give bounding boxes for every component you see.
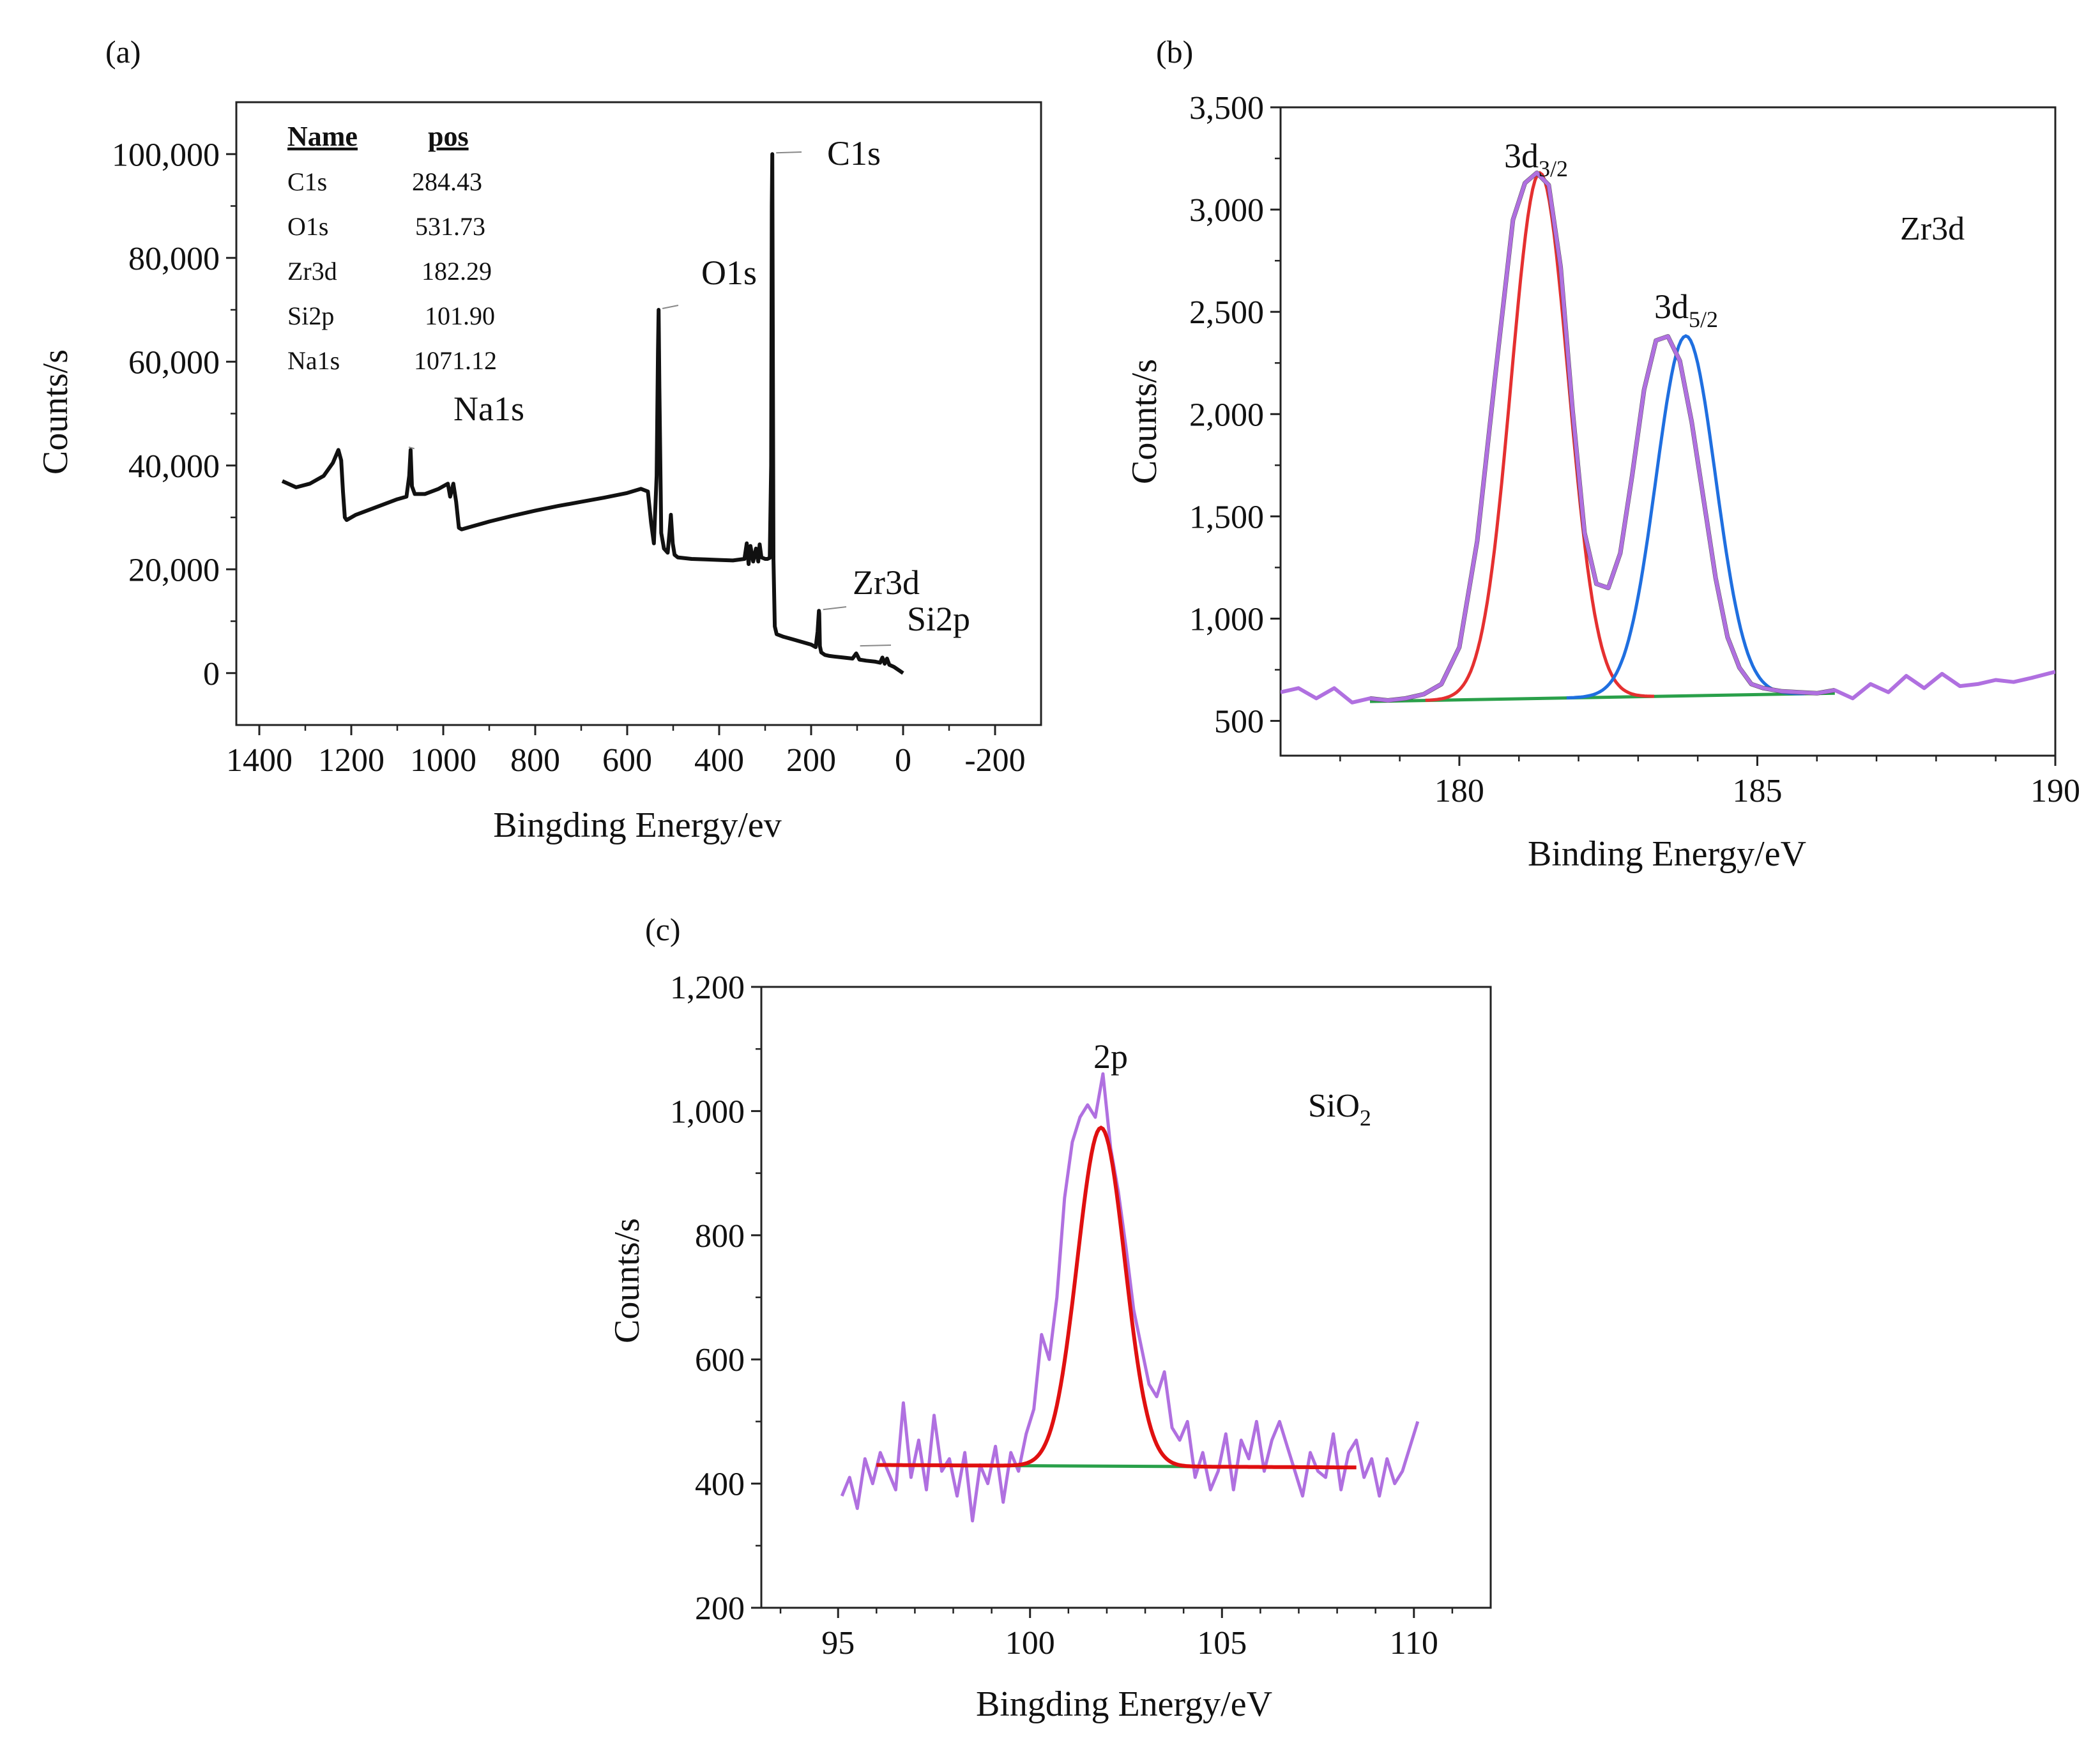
panel-a-y-tick-label: 40,000 [128, 448, 220, 485]
table-row-pos: 531.73 [415, 212, 485, 241]
panel-b-y-axis-title: Counts/s [1125, 359, 1164, 484]
panel-c-x-axis-title: Bingding Energy/eV [976, 1684, 1272, 1724]
peak-annotation-label: C1s [827, 134, 881, 172]
panel-a-x-tick-label: 600 [602, 742, 652, 779]
panel-c-inset-label: SiO2 [1308, 1088, 1371, 1131]
peak-label-subscript: 5/2 [1689, 307, 1718, 332]
panel-a-label: (a) [105, 34, 141, 70]
panel-a-y-tick-label: 60,000 [128, 344, 220, 381]
peak-annotation-label: Zr3d [853, 563, 920, 602]
fit-peak-2p-line [876, 1126, 1357, 1470]
peak-label: 2p [1093, 1037, 1128, 1076]
peak-annotation-leader [860, 645, 892, 647]
peak-annotation-leader [662, 305, 679, 309]
panel-b-y-tick-label: 2,000 [1189, 397, 1264, 433]
panel-c-y-tick-label: 200 [695, 1591, 745, 1627]
fit-peak-3d5-2-line [1566, 334, 1806, 699]
panel-b-y-tick-label: 2,500 [1189, 294, 1264, 331]
panel-a-x-axis-title: Bingding Energy/ev [493, 805, 782, 845]
table-row-pos: 182.29 [422, 257, 492, 286]
panel-b-y-tick-label: 3,500 [1189, 90, 1264, 126]
panel-c-plot-frame [760, 986, 1492, 1609]
panel-a-x-tick-label: 1200 [318, 742, 384, 779]
peak-annotation-leader [776, 151, 802, 154]
table-row-pos: 1071.12 [414, 346, 497, 375]
table-header-pos: pos [428, 121, 469, 152]
peak-annotation-leader [823, 606, 847, 611]
peak-annotation-label: O1s [701, 254, 757, 292]
panel-b-zr3d-spectrum: (b) Binding Energy/eV Counts/s Zr3d 180 1… [1125, 34, 2080, 874]
panel-c-x-tick-label: 105 [1197, 1625, 1247, 1661]
table-row-pos: 101.90 [425, 301, 495, 330]
panel-b-y-tick-label: 500 [1214, 704, 1264, 740]
panel-c-y-tick-label: 400 [695, 1467, 745, 1503]
panel-b-inset-label: Zr3d [1900, 211, 1965, 247]
peak-label: 3d5/2 [1654, 287, 1718, 332]
panel-a-y-tick-label: 0 [203, 656, 220, 692]
inset-label-main: SiO [1308, 1088, 1360, 1124]
panel-b-label: (b) [1156, 34, 1193, 70]
panel-c-y-tick-label: 1,200 [670, 970, 745, 1006]
panel-b-y-tick-label: 1,000 [1189, 601, 1264, 637]
peak-label-subscript: 3/2 [1539, 156, 1568, 181]
spectrum-line [1281, 171, 2055, 705]
table-row-pos: 284.43 [412, 167, 482, 196]
peak-label: 3d3/2 [1504, 137, 1568, 181]
panel-c-y-axis-title: Counts/s [607, 1218, 647, 1343]
table-row-name: Si2p [287, 301, 334, 330]
panel-a-x-tick-label: 200 [786, 742, 836, 779]
panel-b-plot-frame [1279, 106, 2057, 757]
panel-b-x-axis-title: Binding Energy/eV [1528, 834, 1806, 874]
panel-a-x-tick-label: 1000 [410, 742, 476, 779]
peak-label-main: 3d [1654, 287, 1689, 326]
panel-c-x-tick-label: 95 [821, 1625, 855, 1661]
panel-c-y-tick-label: 600 [695, 1342, 745, 1378]
panel-c-y-tick-label: 1,000 [670, 1094, 745, 1130]
peak-annotation-label: Si2p [907, 600, 970, 638]
table-row-name: Na1s [287, 346, 340, 375]
panel-c-y-tick-label: 800 [695, 1218, 745, 1255]
panel-a-x-tick-label: -200 [964, 742, 1025, 779]
panel-a-x-tick-label: 0 [895, 742, 911, 779]
table-row-name: C1s [287, 167, 327, 196]
panel-c-si2p-spectrum: (c) Bingding Energy/eV Counts/s SiO2 95 1… [607, 912, 1492, 1724]
panel-c-label: (c) [645, 912, 681, 947]
spectrum-line [840, 1072, 1420, 1523]
panel-b-y-tick-label: 1,500 [1189, 499, 1264, 535]
fit-peak-3d3-2-line [1425, 171, 1654, 702]
table-row-name: O1s [287, 212, 328, 241]
panel-b-x-tick-label: 185 [1732, 773, 1782, 809]
inset-label-subscript: 2 [1360, 1105, 1371, 1131]
panel-b-x-tick-label: 190 [2030, 773, 2080, 809]
panel-a-y-tick-label: 100,000 [112, 137, 220, 173]
peak-annotation-leader [408, 446, 415, 450]
peak-annotation-label: Na1s [453, 390, 524, 428]
peak-position-table: Name pos C1s 284.43 O1s 531.73 Zr3d 182.… [287, 121, 497, 375]
panel-c-x-tick-label: 110 [1390, 1625, 1438, 1661]
table-header-name: Name [287, 121, 358, 152]
panel-a-y-axis-title: Counts/s [36, 349, 75, 475]
survey-spectrum-line [281, 152, 904, 675]
panel-a-x-tick-label: 400 [694, 742, 744, 779]
panel-b-x-tick-label: 180 [1434, 773, 1484, 809]
panel-a-survey-spectrum: (a) Bingding Energy/ev Counts/s Name pos… [36, 34, 1042, 845]
panel-a-x-tick-label: 800 [510, 742, 560, 779]
panel-a-y-tick-label: 20,000 [128, 552, 220, 588]
panel-a-x-tick-label: 1400 [226, 742, 293, 779]
raw-envelope-line [1369, 171, 1836, 703]
panel-c-x-tick-label: 100 [1005, 1625, 1055, 1661]
table-row-name: Zr3d [287, 257, 337, 286]
peak-label-main: 3d [1504, 137, 1539, 175]
panel-b-y-tick-label: 3,000 [1189, 192, 1264, 229]
panel-a-y-tick-label: 80,000 [128, 241, 220, 277]
fit-baseline-line [1369, 691, 1835, 703]
